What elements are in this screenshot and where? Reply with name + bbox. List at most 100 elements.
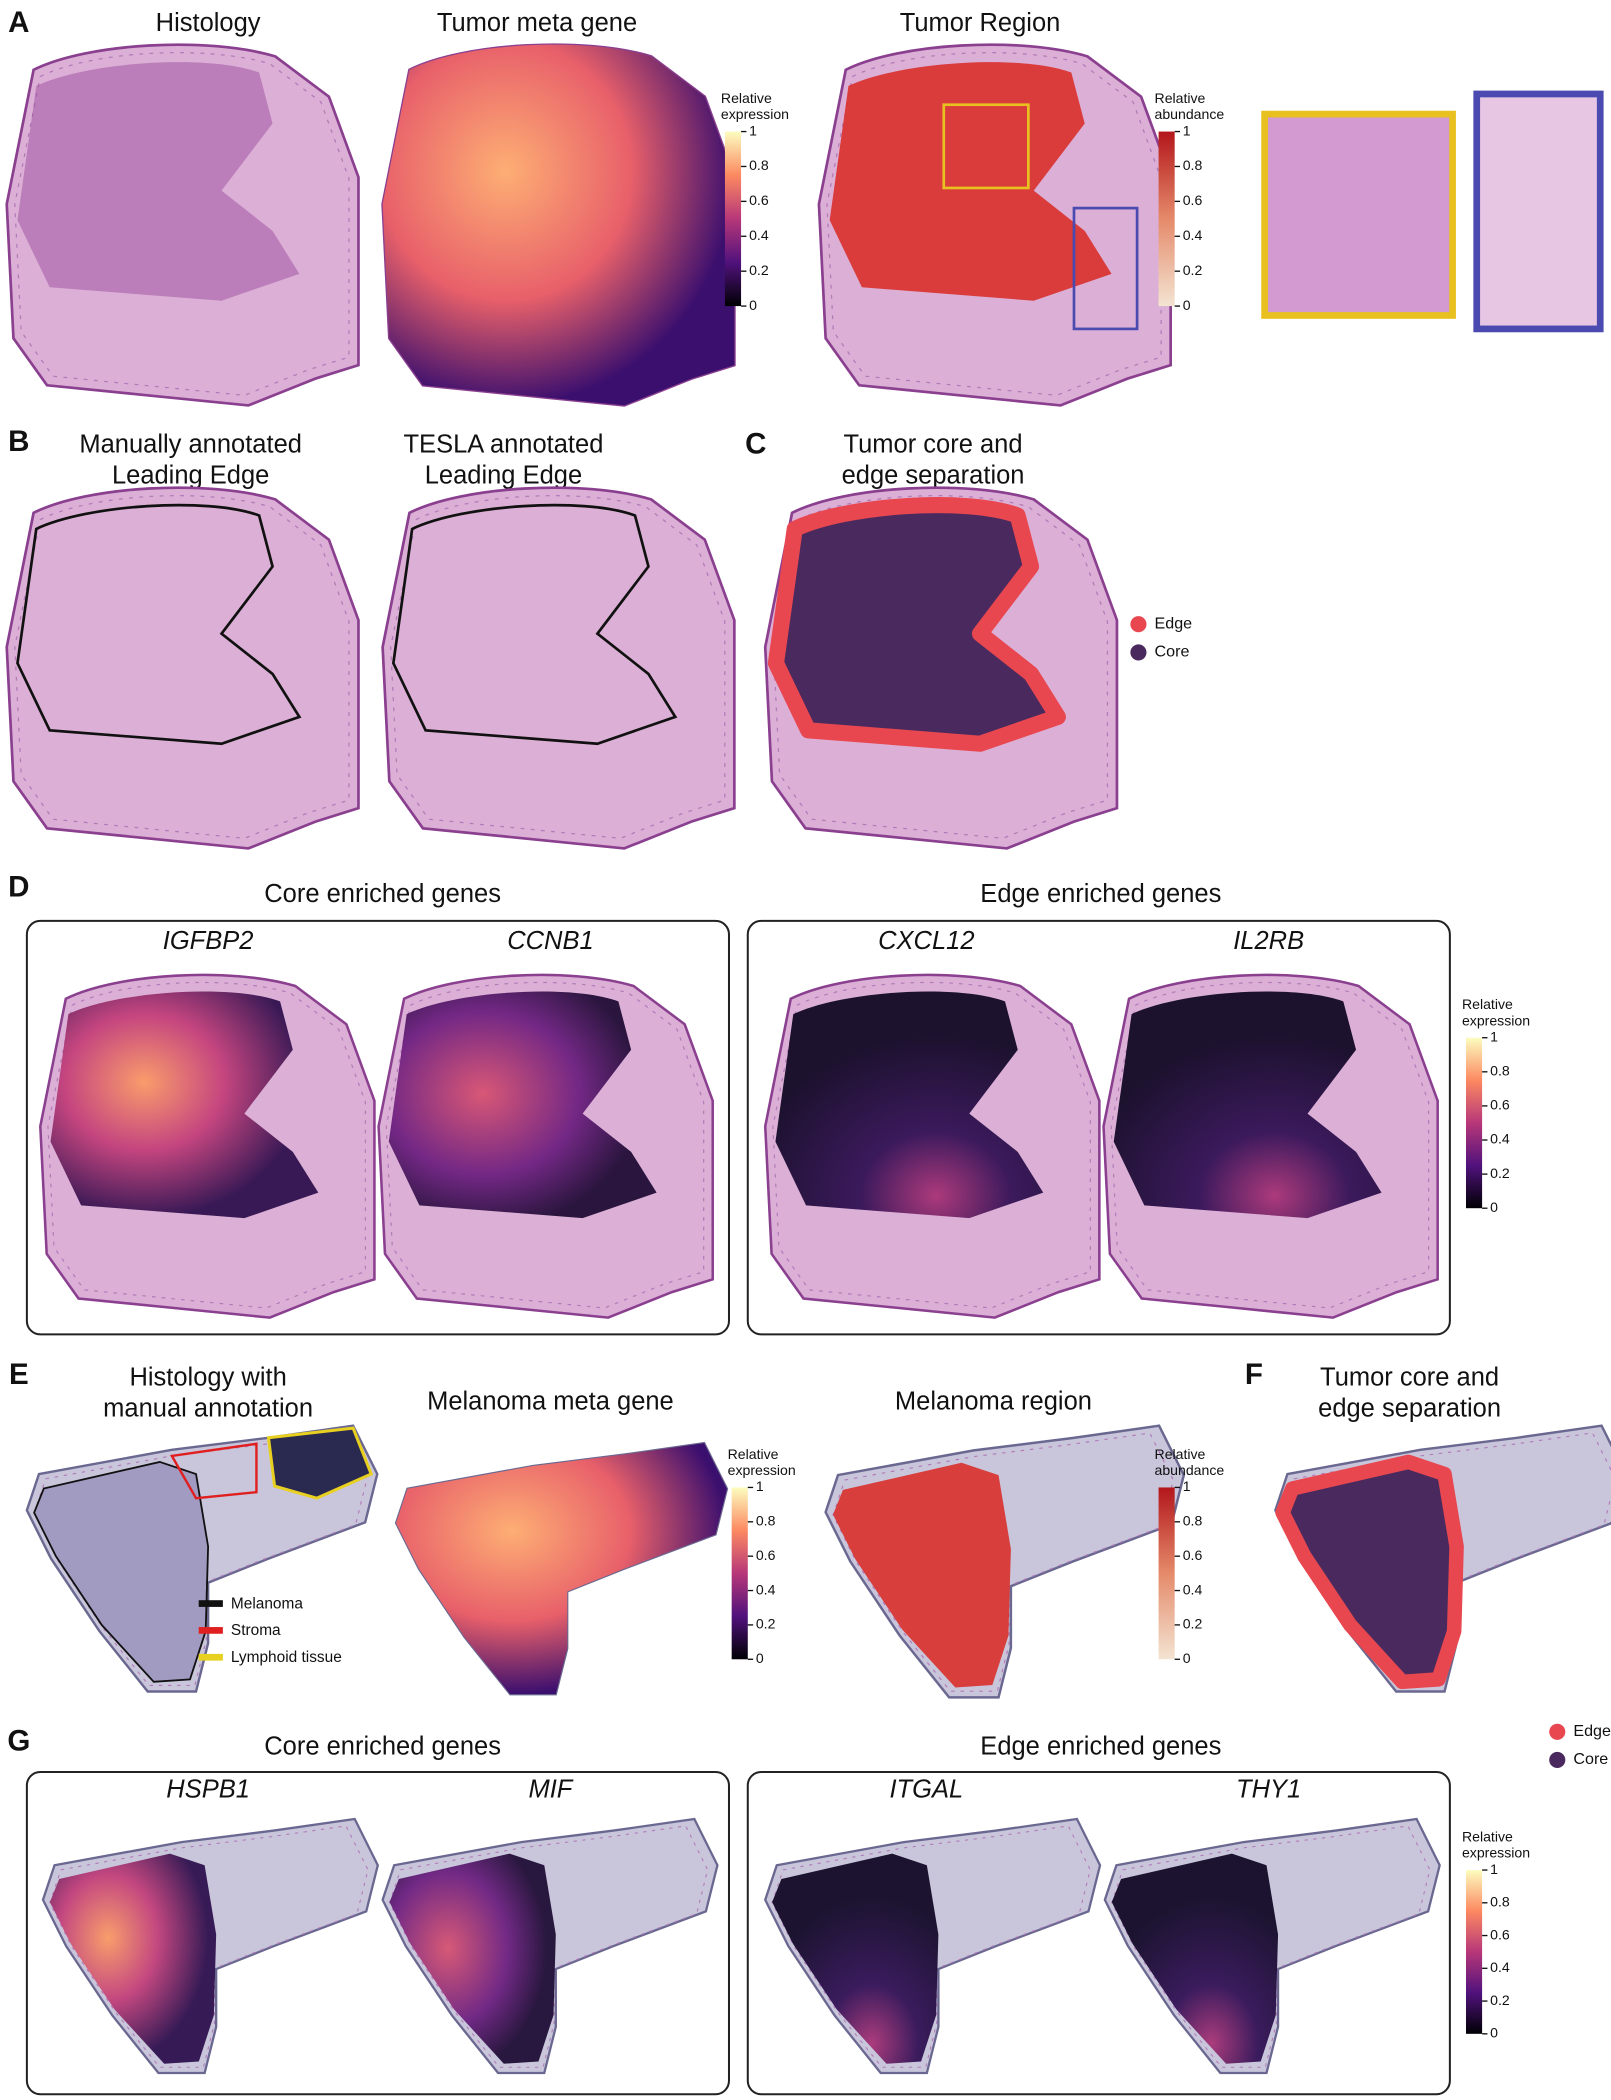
colorbar-title: expression xyxy=(1462,1845,1530,1861)
zoom-box xyxy=(1072,206,1139,331)
overlay-region xyxy=(17,62,300,301)
group-box xyxy=(25,919,730,1336)
zoom-image xyxy=(1473,90,1604,333)
colorbar-tick-label: 0.6 xyxy=(1183,192,1203,208)
overlay-region xyxy=(49,1853,217,2064)
colorbar-title: expression xyxy=(721,106,789,122)
panel-title: Melanoma meta gene xyxy=(427,1388,674,1416)
overlay-region xyxy=(1111,1853,1279,2064)
colorbar-tick-label: 0.6 xyxy=(756,1547,776,1563)
group-title: Core enriched genes xyxy=(264,880,501,908)
colorbar xyxy=(1465,1870,1483,2034)
panel-title: edge separation xyxy=(1318,1394,1501,1422)
colorbar-tick-label: 0 xyxy=(1490,1199,1498,1215)
group-box xyxy=(25,1771,730,2096)
colorbar-title: abundance xyxy=(1155,106,1225,122)
zoom-box xyxy=(942,103,1030,190)
colorbar-title: Relative xyxy=(1462,1829,1513,1845)
group-title: Edge enriched genes xyxy=(980,880,1221,908)
tissue-image xyxy=(394,1441,729,1696)
colorbar-tick-label: 0.4 xyxy=(1183,227,1203,243)
group-box xyxy=(746,1771,1451,2096)
panel-title: Tumor meta gene xyxy=(437,9,637,37)
group-box xyxy=(746,919,1451,1336)
panel-title: Tumor core and xyxy=(1320,1363,1499,1391)
colorbar-title: Relative xyxy=(1462,996,1513,1012)
tissue-image xyxy=(39,973,376,1319)
tissue-image xyxy=(381,486,736,850)
gene-name: MIF xyxy=(528,1776,573,1804)
colorbar-tick-label: 0.8 xyxy=(756,1513,776,1529)
legend-label: Core xyxy=(1155,643,1190,661)
legend-marker xyxy=(1549,1723,1566,1740)
colorbar-tick-label: 0 xyxy=(1490,2025,1498,2041)
colorbar-tick-label: 1 xyxy=(1183,1478,1191,1494)
legend-marker xyxy=(198,1600,223,1607)
colorbar-tick-label: 0.8 xyxy=(1183,157,1203,173)
colorbar-tick-label: 0.4 xyxy=(749,227,769,243)
legend-marker xyxy=(1130,616,1147,633)
colorbar-tick-label: 0 xyxy=(1183,1650,1191,1666)
overlay-region xyxy=(1113,991,1382,1219)
panel-title: Melanoma region xyxy=(895,1388,1092,1416)
colorbar-title: expression xyxy=(728,1462,796,1478)
panel-label: G xyxy=(7,1724,30,1757)
colorbar-tick-label: 0 xyxy=(749,297,757,313)
tissue-section xyxy=(381,486,736,850)
tissue-image xyxy=(824,1424,1186,1699)
overlay-region xyxy=(829,62,1112,301)
tissue-image xyxy=(763,486,1119,850)
colorbar-tick-label: 0.6 xyxy=(1183,1547,1203,1563)
gene-name: CCNB1 xyxy=(507,927,593,955)
overlay-region xyxy=(389,1853,556,2064)
colorbar-tick-label: 0.2 xyxy=(756,1616,776,1632)
tissue-section xyxy=(5,486,360,850)
gene-name: IGFBP2 xyxy=(163,927,254,955)
panel-title: Leading Edge xyxy=(425,461,582,489)
colorbar-title: abundance xyxy=(1155,1462,1225,1478)
panel-title: TESLA annotated xyxy=(403,430,603,458)
annotation-outline xyxy=(266,1426,374,1500)
colorbar-tick-label: 0 xyxy=(756,1650,764,1666)
panel-title: Histology xyxy=(156,9,261,37)
colorbar xyxy=(1465,1037,1483,1209)
colorbar-tick-label: 0.6 xyxy=(749,192,769,208)
core-region xyxy=(1275,1454,1464,1690)
legend-label: Core xyxy=(1573,1750,1608,1768)
colorbar-tick-label: 0 xyxy=(1183,297,1191,313)
panel-title: Tumor Region xyxy=(900,9,1061,37)
panel-label: A xyxy=(8,6,29,39)
colorbar-tick-label: 0.4 xyxy=(1490,1959,1510,1975)
tissue-image xyxy=(1103,1817,1441,2075)
panel-title: manual annotation xyxy=(103,1394,313,1422)
expression-map xyxy=(382,44,735,406)
tissue-image xyxy=(763,973,1101,1319)
legend-label: Stroma xyxy=(231,1622,281,1639)
panel-title: Histology with xyxy=(129,1363,286,1391)
tissue-image xyxy=(381,43,736,407)
panel-label: B xyxy=(8,425,29,458)
colorbar-tick-label: 0.2 xyxy=(749,262,769,278)
panel-title: edge separation xyxy=(842,461,1025,489)
colorbar-tick-label: 0.2 xyxy=(1490,1165,1510,1181)
tissue-image xyxy=(5,43,360,407)
panel-label: F xyxy=(1245,1358,1263,1391)
colorbar-title: Relative xyxy=(1155,90,1206,106)
colorbar-tick-label: 0.8 xyxy=(1183,1513,1203,1529)
tissue-image xyxy=(1102,973,1439,1319)
colorbar xyxy=(1158,1487,1175,1660)
legend-marker xyxy=(198,1653,223,1661)
legend-label: Lymphoid tissue xyxy=(231,1649,342,1666)
colorbar-tick-label: 0.6 xyxy=(1490,1097,1510,1113)
colorbar-tick-label: 0.8 xyxy=(1490,1063,1510,1079)
expression-map xyxy=(396,1443,727,1695)
legend-marker xyxy=(1130,644,1147,661)
colorbar-tick-label: 1 xyxy=(1490,1028,1498,1044)
gene-name: CXCL12 xyxy=(878,927,974,955)
legend-label: Melanoma xyxy=(231,1595,303,1612)
legend-label: Edge xyxy=(1155,614,1193,632)
overlay-region xyxy=(833,1462,1011,1688)
colorbar-title: Relative xyxy=(728,1446,779,1462)
legend-marker xyxy=(198,1627,223,1634)
gene-name: HSPB1 xyxy=(166,1776,250,1804)
